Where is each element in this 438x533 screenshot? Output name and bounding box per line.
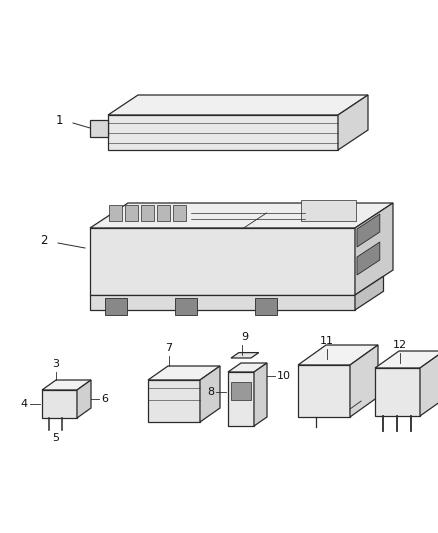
Polygon shape: [338, 95, 368, 150]
Polygon shape: [125, 205, 138, 221]
Polygon shape: [108, 95, 368, 115]
Text: 7: 7: [165, 343, 173, 353]
Text: 6: 6: [101, 394, 108, 404]
Polygon shape: [77, 380, 91, 418]
Polygon shape: [42, 390, 77, 418]
Text: 9: 9: [241, 332, 248, 342]
Polygon shape: [157, 205, 170, 221]
Text: 4: 4: [21, 399, 28, 409]
Polygon shape: [42, 380, 91, 390]
Polygon shape: [420, 351, 438, 416]
Polygon shape: [375, 351, 438, 368]
Text: 10: 10: [277, 371, 291, 381]
Polygon shape: [231, 382, 251, 400]
Polygon shape: [141, 205, 155, 221]
Polygon shape: [228, 363, 267, 372]
Polygon shape: [173, 205, 187, 221]
Polygon shape: [357, 242, 380, 275]
Polygon shape: [110, 205, 122, 221]
Text: 8: 8: [207, 387, 214, 397]
Polygon shape: [90, 120, 108, 137]
Polygon shape: [90, 295, 355, 310]
Text: 2: 2: [40, 233, 47, 246]
Polygon shape: [148, 380, 200, 422]
Polygon shape: [355, 276, 384, 310]
Text: 11: 11: [320, 336, 334, 346]
Text: 12: 12: [393, 340, 407, 350]
Text: 1: 1: [56, 114, 64, 126]
Text: 5: 5: [53, 433, 60, 443]
Polygon shape: [254, 363, 267, 426]
Polygon shape: [200, 366, 220, 422]
Polygon shape: [298, 345, 378, 365]
Polygon shape: [228, 372, 254, 426]
Polygon shape: [231, 353, 259, 358]
Polygon shape: [298, 365, 350, 417]
Polygon shape: [175, 298, 197, 315]
Polygon shape: [375, 368, 420, 416]
Polygon shape: [148, 366, 220, 380]
Polygon shape: [108, 115, 338, 150]
Polygon shape: [301, 200, 357, 221]
Polygon shape: [255, 298, 277, 315]
Polygon shape: [355, 203, 393, 295]
Polygon shape: [350, 345, 378, 417]
Text: 3: 3: [53, 359, 60, 369]
Polygon shape: [90, 203, 393, 228]
Polygon shape: [357, 214, 380, 247]
Polygon shape: [90, 228, 355, 295]
Polygon shape: [105, 298, 127, 315]
